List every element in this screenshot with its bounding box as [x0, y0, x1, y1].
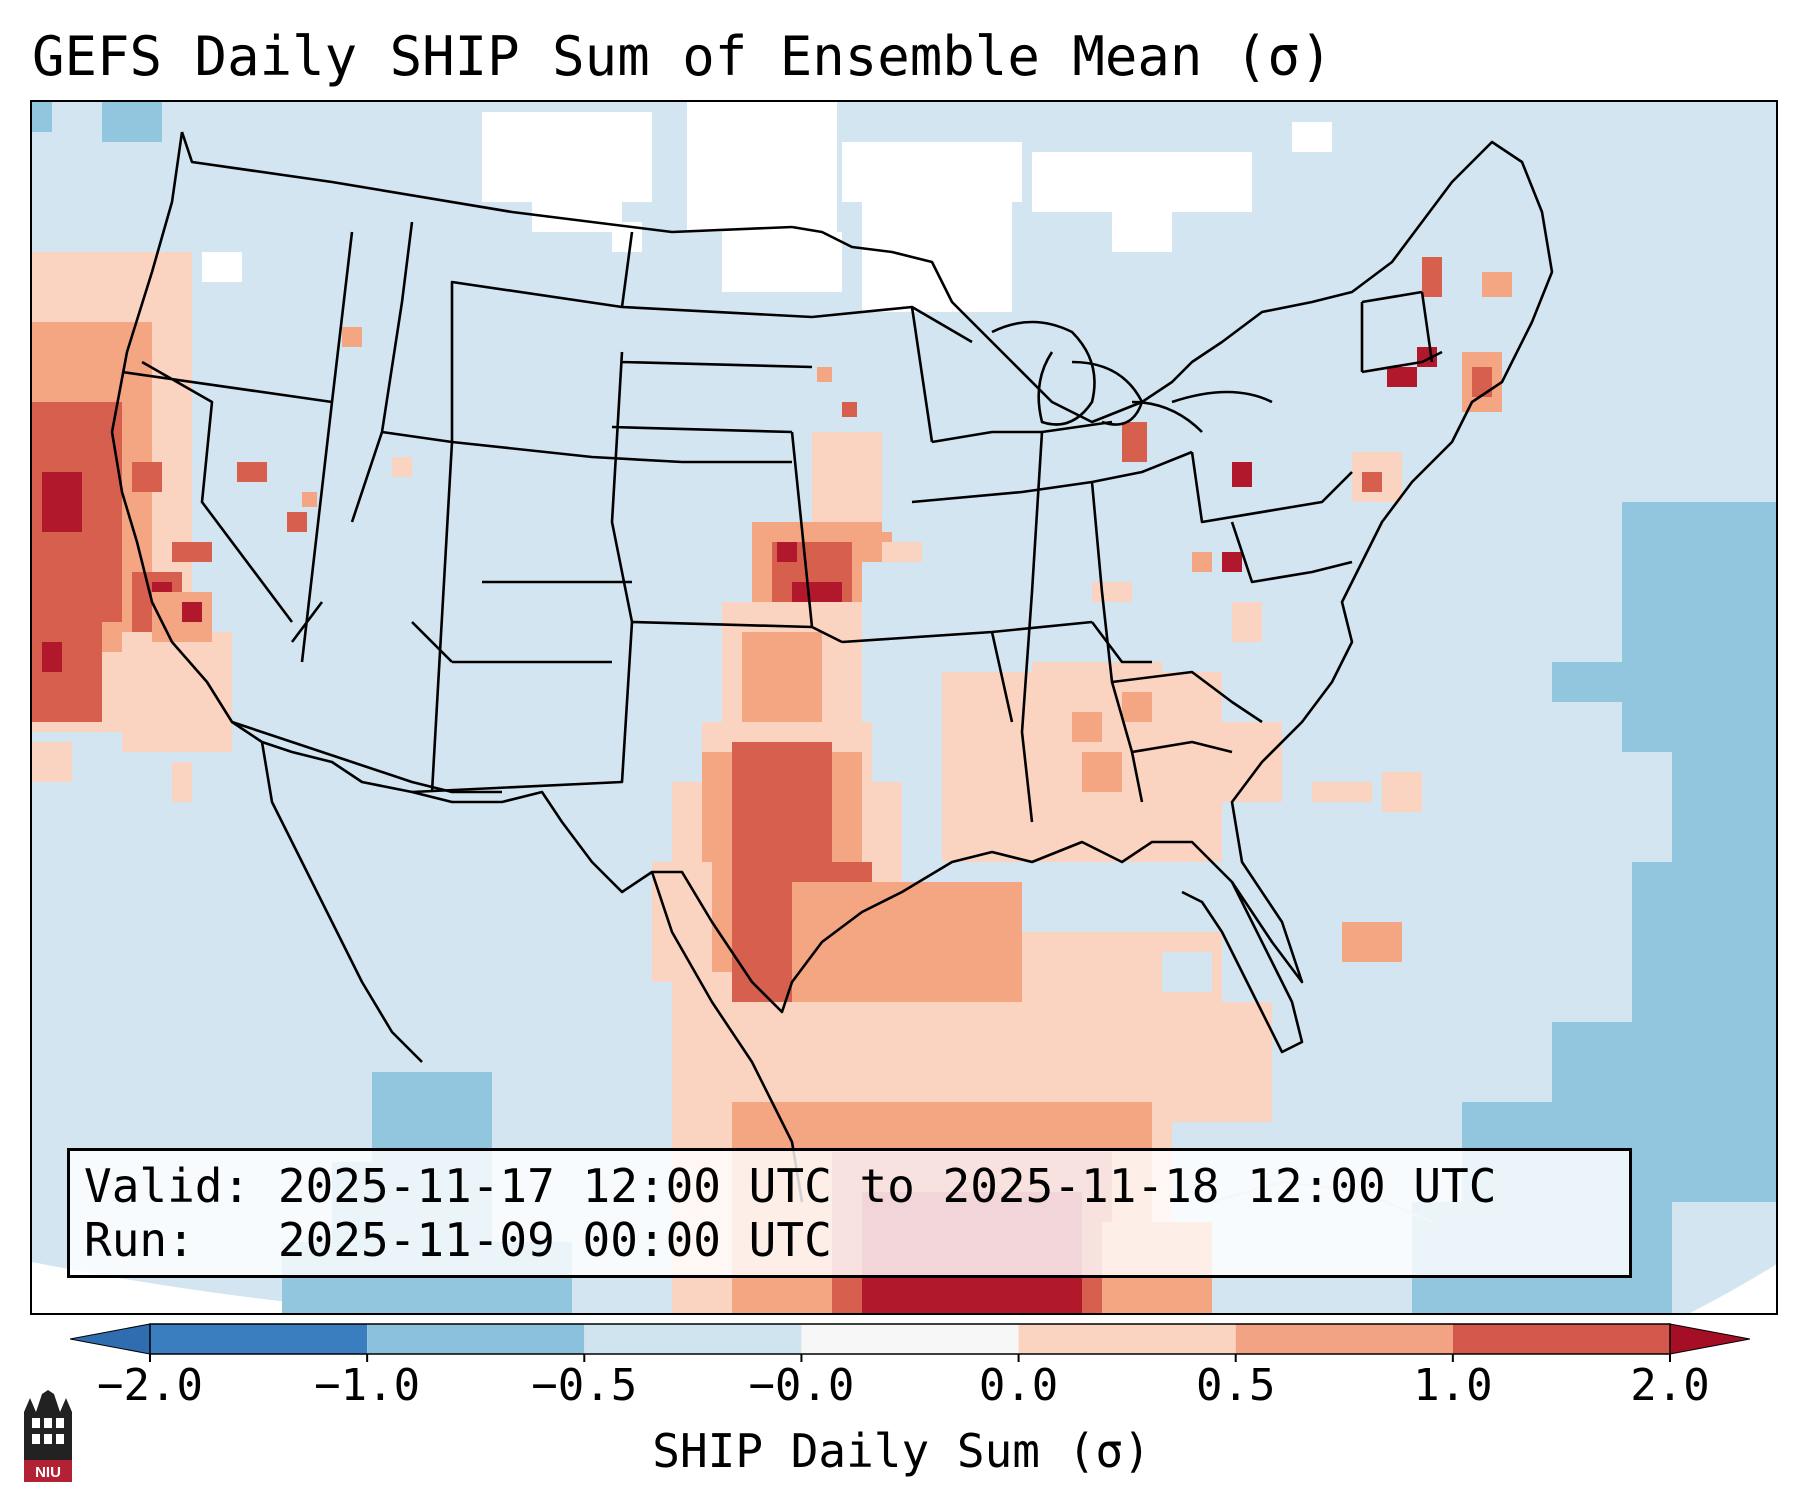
colorbar-segment — [150, 1324, 368, 1354]
colorbar-label: SHIP Daily Sum (σ) — [652, 1424, 1151, 1478]
colorbar-tick-label: −2.0 — [97, 1360, 203, 1411]
logo-text: NIU — [35, 1464, 61, 1481]
valid-value: 2025-11-17 12:00 UTC to 2025-11-18 12:00… — [277, 1159, 1497, 1213]
run-label: Run: — [84, 1213, 195, 1267]
map-canvas — [32, 102, 1776, 1313]
colorbar-tick-label: 1.0 — [1413, 1360, 1493, 1411]
colorbar-under-triangle — [70, 1323, 151, 1355]
us-outline — [110, 131, 1554, 1014]
colorbar-segment — [801, 1324, 1019, 1354]
colorbar-segment — [584, 1324, 802, 1354]
scattered-specks — [237, 257, 1512, 962]
great-lakes — [991, 320, 1273, 433]
colorbar-over-triangle — [1669, 1323, 1750, 1355]
colorbar — [70, 1323, 1750, 1362]
colorbar-segment — [1018, 1324, 1236, 1354]
colorbar-tick-label: −1.0 — [314, 1360, 421, 1411]
info-box: Valid: 2025-11-17 12:00 UTC to 2025-11-1… — [67, 1148, 1632, 1278]
map-panel[interactable] — [30, 100, 1778, 1315]
florida — [1181, 881, 1304, 1054]
projection-edge — [32, 1262, 400, 1313]
borders — [110, 131, 1554, 1223]
west-coast-anomaly — [32, 252, 232, 802]
run-value: 2025-11-09 00:00 UTC — [277, 1213, 832, 1267]
colorbar-frame — [149, 1323, 1671, 1355]
valid-label: Valid: — [84, 1159, 251, 1213]
baja — [260, 741, 423, 1063]
colorbar-tick-label: 0.5 — [1195, 1360, 1276, 1411]
southeast-anomaly — [942, 582, 1282, 862]
mexico-border — [231, 720, 502, 794]
state-lines — [121, 221, 1443, 823]
colorbar-segment — [1235, 1324, 1453, 1354]
plains-anomaly — [722, 432, 922, 722]
colorbar-segment — [367, 1324, 585, 1354]
colorbar-tick-label: −0.0 — [748, 1360, 855, 1411]
colorbar-segment — [1452, 1324, 1670, 1354]
mexico-coast — [650, 871, 804, 1203]
projection-edge — [1689, 1264, 1776, 1313]
zero-patches — [202, 102, 1332, 312]
colorbar-tick-label: −0.5 — [531, 1360, 638, 1411]
niu-logo: NIU — [24, 1390, 72, 1482]
map-title: GEFS Daily SHIP Sum of Ensemble Mean (σ) — [32, 25, 1333, 88]
canada-border — [180, 131, 793, 234]
colorbar-tick-label: 0.0 — [978, 1360, 1059, 1411]
colorbar-tick-label: 2.0 — [1630, 1360, 1710, 1411]
